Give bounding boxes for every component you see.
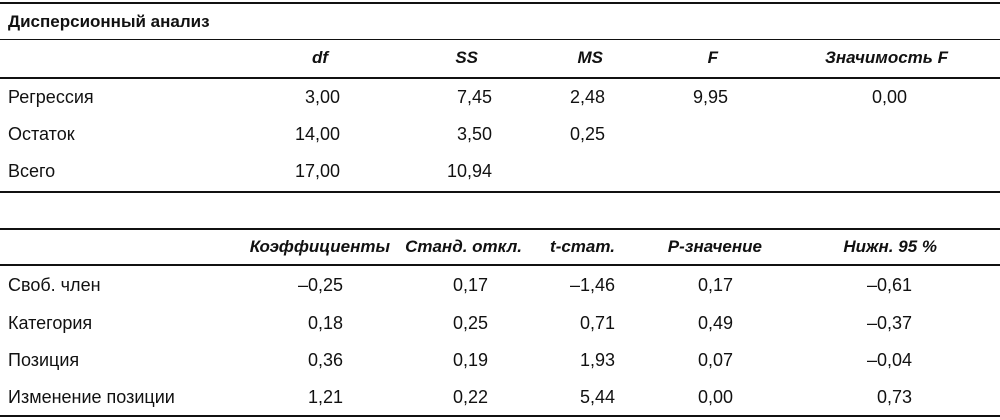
anova-cell-ms: 0,25 <box>569 124 605 144</box>
coef-cell-p-value: 0,07 <box>697 350 733 370</box>
coef-header-lower-95: Нижн. 95 % <box>843 237 937 256</box>
anova-title-rule <box>0 39 1000 40</box>
anova-row-label: Регрессия <box>8 87 94 107</box>
coef-header-std-error: Станд. откл. <box>405 237 522 256</box>
anova-cell-f: 9,95 <box>692 87 728 107</box>
coef-header-rule <box>0 264 1000 266</box>
coef-header-coefficients: Коэффициенты <box>249 237 390 256</box>
anova-header-rule <box>0 77 1000 79</box>
anova-cell-significance-f: 0,00 <box>871 87 907 107</box>
coef-cell-t-stat: 1,93 <box>579 350 615 370</box>
anova-header-significance-f: Значимость F <box>824 48 948 67</box>
coef-cell-std-error: 0,22 <box>452 387 488 407</box>
coef-top-rule <box>0 228 1000 230</box>
anova-title: Дисперсионный анализ <box>8 12 210 31</box>
coef-row-label: Категория <box>8 313 93 333</box>
coef-row-label: Позиция <box>8 350 80 370</box>
coef-cell-std-error: 0,17 <box>452 275 488 295</box>
coef-cell-t-stat: 0,71 <box>579 313 615 333</box>
anova-header-f: F <box>707 48 718 67</box>
coef-cell-p-value: 0,17 <box>697 275 733 295</box>
coef-cell-lower-95: –0,04 <box>866 350 912 370</box>
coef-row-label: Изменение позиции <box>8 387 175 407</box>
anova-bottom-rule <box>0 191 1000 193</box>
coef-cell-t-stat: –1,46 <box>569 275 615 295</box>
anova-top-rule <box>0 2 1000 4</box>
coef-cell-coefficient: –0,25 <box>297 275 343 295</box>
coef-cell-p-value: 0,00 <box>697 387 733 407</box>
anova-header-df: df <box>311 48 328 67</box>
coef-cell-lower-95: –0,37 <box>866 313 912 333</box>
coef-cell-p-value: 0,49 <box>697 313 733 333</box>
coef-header-t-stat: t-стат. <box>550 237 615 256</box>
anova-cell-ss: 3,50 <box>456 124 492 144</box>
coef-cell-t-stat: 5,44 <box>579 387 615 407</box>
coef-cell-std-error: 0,19 <box>452 350 488 370</box>
anova-cell-df: 3,00 <box>304 87 340 107</box>
coef-row-label: Своб. член <box>8 275 101 295</box>
coef-cell-lower-95: 0,73 <box>876 387 912 407</box>
anova-header-ss: SS <box>455 48 478 67</box>
coef-cell-std-error: 0,25 <box>452 313 488 333</box>
coef-cell-lower-95: –0,61 <box>866 275 912 295</box>
coef-cell-coefficient: 1,21 <box>307 387 343 407</box>
coef-bottom-rule <box>0 415 1000 417</box>
coef-cell-coefficient: 0,18 <box>307 313 343 333</box>
anova-header-ms: MS <box>577 48 604 67</box>
anova-cell-df: 17,00 <box>294 161 340 181</box>
coef-header-p-value: P-значение <box>667 237 762 256</box>
coef-cell-coefficient: 0,36 <box>307 350 343 370</box>
anova-cell-df: 14,00 <box>294 124 340 144</box>
anova-row-label: Остаток <box>8 124 75 144</box>
anova-cell-ss: 10,94 <box>446 161 492 181</box>
anova-cell-ms: 2,48 <box>569 87 605 107</box>
anova-row-label: Всего <box>8 161 56 181</box>
anova-cell-ss: 7,45 <box>456 87 492 107</box>
